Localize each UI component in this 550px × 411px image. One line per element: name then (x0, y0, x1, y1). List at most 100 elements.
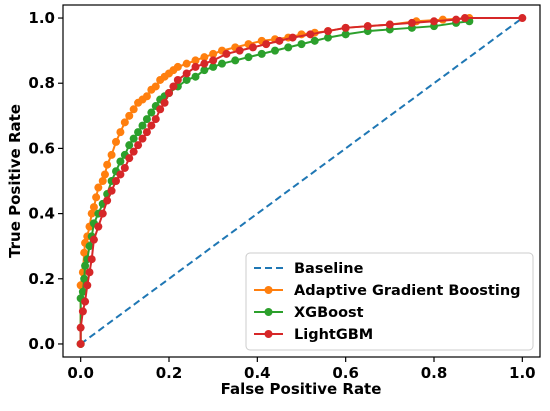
data-point (80, 274, 89, 283)
data-point (81, 261, 90, 270)
data-point (407, 18, 416, 27)
data-point (244, 53, 253, 62)
data-point (324, 27, 332, 36)
data-point (235, 46, 244, 55)
data-point (92, 193, 101, 202)
legend-label: Baseline (294, 261, 364, 277)
data-point (310, 36, 319, 45)
legend-item: Baseline (254, 261, 364, 277)
data-point (129, 105, 138, 114)
data-point (120, 163, 129, 172)
legend-label: LightGBM (294, 327, 373, 343)
data-point (341, 23, 350, 32)
data-point (78, 287, 87, 296)
data-point (87, 255, 96, 264)
data-point (248, 43, 257, 52)
data-point (430, 17, 438, 26)
data-point (142, 128, 151, 137)
data-point (324, 33, 332, 42)
data-point (81, 297, 90, 306)
data-point (129, 147, 138, 156)
data-point (147, 108, 156, 117)
data-point (452, 15, 461, 24)
x-axis-label: False Positive Rate (221, 380, 382, 398)
data-point (125, 141, 134, 150)
x-tick-label: 0.6 (332, 364, 359, 382)
data-point (151, 82, 160, 91)
data-point (98, 177, 107, 185)
legend-swatch-marker (264, 286, 273, 294)
data-point (191, 72, 200, 81)
data-point (257, 49, 266, 58)
data-point (200, 59, 209, 68)
data-point (385, 20, 394, 29)
data-point (76, 339, 85, 348)
data-point (103, 160, 112, 169)
data-point (363, 22, 372, 31)
data-point (80, 248, 89, 257)
data-point (191, 62, 200, 71)
data-point (85, 242, 94, 251)
legend-item: XGBoost (254, 305, 364, 321)
data-point (89, 235, 98, 244)
series-layer (76, 14, 527, 348)
data-point (200, 66, 209, 75)
data-point (275, 36, 284, 45)
data-point (78, 307, 87, 316)
x-tick-label: 0.0 (67, 364, 94, 382)
data-point (120, 118, 129, 127)
data-point (151, 115, 160, 124)
y-tick-label: 0.8 (28, 74, 55, 92)
data-point (94, 183, 103, 192)
data-point (116, 170, 125, 179)
series-baseline (80, 17, 523, 345)
data-point (76, 323, 85, 332)
data-point (231, 56, 240, 65)
data-point (182, 59, 191, 68)
y-axis-label: True Positive Rate (6, 104, 24, 258)
x-tick-label: 0.2 (156, 364, 183, 382)
data-point (209, 49, 218, 58)
data-point (165, 89, 173, 97)
legend-swatch-marker (264, 330, 273, 338)
data-point (173, 62, 182, 71)
series-lightgbm (76, 14, 527, 348)
y-tick-label: 0.0 (28, 335, 55, 353)
x-tick-label: 0.8 (421, 364, 448, 382)
legend: Baseline Adaptive Gradient Boosting XGBoos… (245, 252, 534, 351)
data-point (306, 30, 315, 39)
data-point (129, 134, 138, 143)
data-point (284, 43, 293, 52)
data-point (160, 98, 169, 107)
data-point (297, 40, 306, 49)
y-tick-label: 0.2 (28, 270, 55, 288)
x-tick-label: 0.4 (244, 364, 271, 382)
data-point (156, 105, 165, 114)
data-point (142, 92, 151, 101)
data-point (125, 154, 134, 163)
data-point (116, 128, 125, 137)
data-point (112, 137, 120, 146)
y-tick-label: 1.0 (28, 9, 55, 27)
data-point (134, 141, 143, 150)
data-point (222, 49, 231, 58)
data-point (209, 56, 218, 65)
data-point (200, 53, 209, 62)
data-point (94, 222, 103, 231)
y-tick-label: 0.6 (28, 139, 55, 157)
data-point (85, 268, 94, 277)
data-point (87, 209, 96, 218)
data-point (147, 121, 156, 130)
data-point (142, 115, 151, 124)
data-point (125, 111, 134, 120)
legend-box (245, 252, 534, 351)
data-point (107, 186, 116, 195)
data-point (182, 75, 191, 84)
data-point (107, 150, 116, 159)
data-point (173, 75, 182, 84)
legend-item: Adaptive Gradient Boosting (254, 283, 521, 299)
data-point (460, 14, 469, 23)
data-point (271, 46, 279, 55)
series-xgboost (76, 17, 474, 348)
